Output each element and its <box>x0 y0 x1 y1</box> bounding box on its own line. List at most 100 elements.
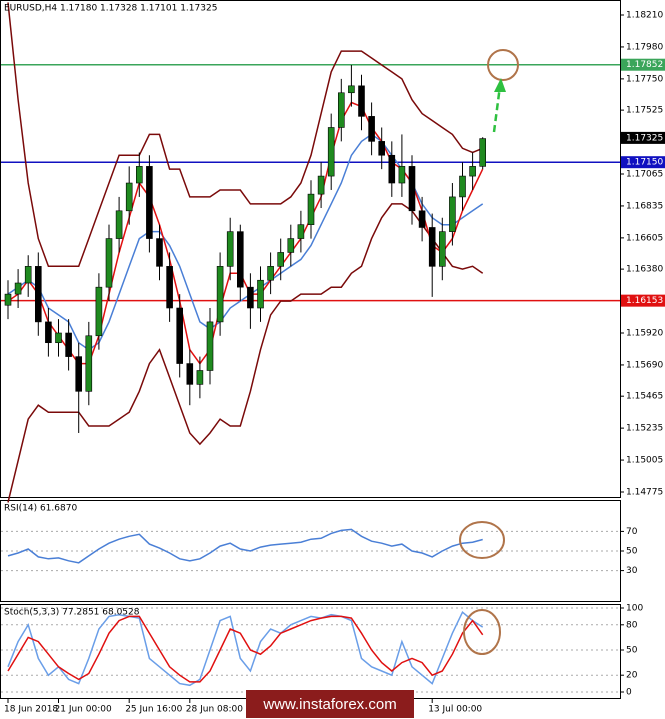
y-tick-label: 1.16380 <box>626 265 663 275</box>
candle-body <box>438 231 446 267</box>
candle-body <box>449 196 456 232</box>
y-tick-label: 50 <box>626 547 638 557</box>
y-tick-label: 100 <box>626 604 643 614</box>
y-tick-label: 1.15235 <box>626 424 663 434</box>
candle-body <box>166 266 173 309</box>
annotation-circle <box>487 49 519 81</box>
candle-body <box>479 138 487 167</box>
x-tick-label: 21 Jun 00:00 <box>55 705 112 715</box>
y-tick-label: 30 <box>626 566 638 576</box>
candle-body <box>317 175 325 195</box>
indicator-line <box>7 2 483 268</box>
indicator-line <box>7 615 484 683</box>
candle-body <box>226 231 234 267</box>
stoch-title: Stoch(5,3,3) 77.2851 68.0528 <box>4 608 140 618</box>
candle-body <box>156 238 163 267</box>
candle-body <box>55 332 62 344</box>
candle-body <box>398 166 406 184</box>
candle-body <box>408 166 416 212</box>
candle-body <box>267 266 274 281</box>
y-tick-label: 1.15690 <box>626 360 663 370</box>
candle-body <box>368 116 375 142</box>
candle-body <box>85 335 93 392</box>
candle-body <box>216 266 224 323</box>
y-tick-label: 1.15920 <box>626 328 663 338</box>
candle-body <box>257 279 264 309</box>
y-tick-label: 1.17750 <box>626 74 663 84</box>
candle-body <box>418 210 426 228</box>
candle-body <box>206 321 214 371</box>
candle-body <box>378 141 386 156</box>
y-tick-label: 1.15465 <box>626 392 663 402</box>
candle-body <box>428 227 436 267</box>
last-price-box <box>621 131 665 144</box>
indicator-line <box>7 611 484 687</box>
y-tick-label: 1.17065 <box>626 169 663 179</box>
candle-body <box>277 252 285 267</box>
candle-body <box>34 266 42 323</box>
y-tick-label: 1.16605 <box>626 233 663 243</box>
candle-body <box>14 282 22 295</box>
watermark-box <box>246 690 414 718</box>
chart-title: EURUSD,H4 1.17180 1.17328 1.17101 1.1732… <box>4 4 217 14</box>
x-tick-label: 13 Jul 00:00 <box>428 705 482 715</box>
candle-body <box>95 286 103 337</box>
level-label: 1.16153 <box>626 296 663 306</box>
last-price-label: 1.17325 <box>626 133 663 143</box>
candle-body <box>125 182 133 212</box>
candle-body <box>176 307 183 364</box>
indicator-line <box>7 528 483 564</box>
annotation-circle <box>459 521 505 559</box>
candle-body <box>459 175 466 198</box>
candle-body <box>65 332 72 357</box>
y-tick-label: 1.17525 <box>626 106 663 116</box>
y-tick-label: 70 <box>626 527 638 537</box>
y-tick-label: 20 <box>626 671 638 681</box>
candle-body <box>287 238 295 253</box>
candle-body <box>136 166 143 184</box>
y-tick-label: 1.15005 <box>626 456 663 466</box>
annotation-arrow <box>492 85 502 133</box>
candle-body <box>327 127 335 177</box>
candle-body <box>196 370 204 385</box>
candle-body <box>146 166 153 239</box>
level-label: 1.17150 <box>626 158 663 168</box>
candle-body <box>45 321 52 344</box>
candle-body <box>247 286 254 309</box>
candle-body <box>75 356 82 392</box>
rsi-title: RSI(14) 61.6870 <box>4 504 77 514</box>
level-label-box <box>621 156 665 169</box>
candle-body <box>237 231 244 288</box>
candle-body <box>4 293 12 306</box>
x-tick-label: 28 Jun 08:00 <box>186 705 243 715</box>
y-tick-label: 50 <box>626 646 638 656</box>
y-tick-label: 1.16835 <box>626 201 663 211</box>
y-tick-label: 1.17980 <box>626 42 663 52</box>
x-tick-label: 25 Jun 16:00 <box>125 705 182 715</box>
annotation-arrow-head <box>494 78 506 92</box>
candle-body <box>307 193 315 225</box>
level-label-box <box>621 58 665 71</box>
y-tick-label: 1.18210 <box>626 10 663 20</box>
candle-body <box>337 92 345 128</box>
candle-body <box>358 85 365 117</box>
x-tick-label: 18 Jun 2018 <box>4 705 58 715</box>
y-tick-label: 0 <box>626 688 632 698</box>
level-label: 1.17852 <box>626 60 663 70</box>
y-tick-label: 80 <box>626 620 638 630</box>
main-panel <box>0 0 621 498</box>
watermark: www.instaforex.com <box>262 696 396 713</box>
level-label-box <box>621 294 665 307</box>
candle-body <box>388 154 396 184</box>
candle-body <box>105 238 113 288</box>
candle-body <box>24 266 32 284</box>
indicator-line <box>7 203 484 503</box>
y-tick-label: 1.14775 <box>626 488 663 498</box>
candle-body <box>469 166 476 177</box>
candle-body <box>186 363 194 385</box>
candle-body <box>348 85 355 94</box>
annotation-circle <box>463 609 501 655</box>
